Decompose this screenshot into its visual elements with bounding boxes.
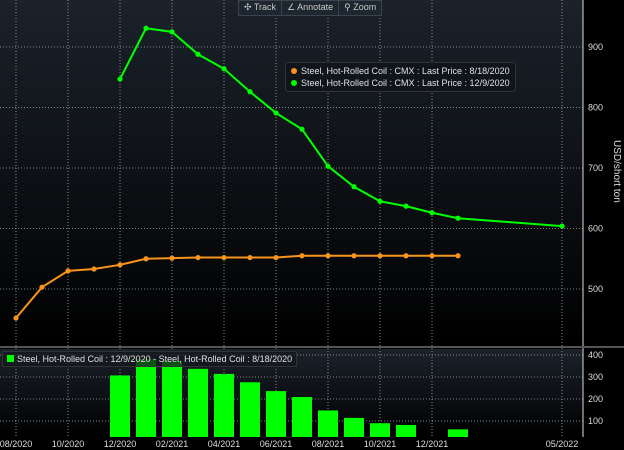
y-axis-label: USD/short ton [611,140,622,203]
green-dot-icon [291,80,297,86]
y-tick-label: 900 [588,42,603,52]
data-point [169,29,175,35]
x-tick-label: 08/2020 [0,439,32,449]
data-point [325,253,331,259]
data-point [143,25,149,31]
data-point [221,254,227,261]
data-point [377,198,383,204]
data-point [351,184,357,190]
green-square-icon [7,355,14,362]
data-point [455,215,461,221]
data-point [403,253,409,259]
bar [188,368,208,437]
y-tick-label: 600 [588,224,603,234]
toolbar: ✣ Track ∠ Annotate ⚲ Zoom [238,0,383,16]
orange-series-line [15,254,458,319]
x-tick-label: 10/2020 [52,439,85,449]
bar [318,410,338,437]
data-point [65,268,71,274]
legend-item-green: Steel, Hot-Rolled Coil : CMX : Last Pric… [291,77,510,89]
data-point [559,223,565,229]
y-tick-label: 700 [588,163,603,173]
main-plot-area [0,0,583,346]
data-point [299,126,305,132]
data-point [325,163,331,169]
bar [448,429,468,437]
zoom-label: Zoom [353,2,377,12]
data-point [39,284,45,290]
x-tick-label: 12/2021 [416,439,449,449]
data-point [117,262,123,268]
x-tick-label: 04/2021 [208,439,241,449]
data-point [299,253,305,259]
x-tick-label: 06/2021 [260,439,293,449]
bar-y-tick-label: 400 [588,350,603,360]
bar [162,360,182,437]
x-tick-label: 08/2021 [312,439,345,449]
bar-legend: Steel, Hot-Rolled Coil : 12/9/2020 - Ste… [2,351,298,367]
zoom-button[interactable]: ⚲ Zoom [344,2,377,12]
x-tick-label: 12/2020 [104,439,137,449]
data-point [195,254,201,261]
x-tick-label: 05/2022 [546,439,579,449]
bar [292,397,312,437]
data-point [221,66,227,72]
bar [370,423,390,437]
data-point [377,253,383,259]
data-point [143,256,149,262]
bar-y-tick-label: 200 [588,394,603,404]
data-point [195,51,201,57]
data-point [273,110,279,116]
data-point [91,266,97,272]
legend-item-orange: Steel, Hot-Rolled Coil : CMX : Last Pric… [291,65,510,77]
orange-dot-icon [291,68,297,74]
bar [240,382,260,437]
data-point [169,255,175,261]
y-tick-label: 800 [588,103,603,113]
data-point [429,253,435,259]
bar [344,417,364,437]
bar [396,424,416,437]
bar-y-tick-label: 300 [588,372,603,382]
data-point [351,253,357,259]
data-point [13,315,19,321]
x-tick-label: 02/2021 [156,439,189,449]
data-point [455,253,461,259]
bar-y-tick-label: 100 [588,416,603,426]
data-point [403,203,409,209]
bar [110,375,130,437]
annotate-button[interactable]: ∠ Annotate [282,1,340,15]
data-point [117,76,123,82]
data-point [247,89,253,95]
legend-label: Steel, Hot-Rolled Coil : CMX : Last Pric… [301,66,510,76]
bar [266,391,286,437]
track-button[interactable]: ✣ Track [239,1,283,15]
track-label: Track [253,2,277,12]
data-point [273,254,279,261]
annotate-label: Annotate [297,2,334,12]
bar [214,373,234,437]
legend-label: Steel, Hot-Rolled Coil : CMX : Last Pric… [301,78,510,88]
line-legend: Steel, Hot-Rolled Coil : CMX : Last Pric… [285,62,516,92]
data-point [247,254,253,261]
y-tick-label: 500 [588,284,603,294]
bar [136,359,156,437]
x-tick-label: 10/2021 [364,439,397,449]
data-point [429,210,435,216]
legend-label: Steel, Hot-Rolled Coil : 12/9/2020 - Ste… [17,354,293,364]
